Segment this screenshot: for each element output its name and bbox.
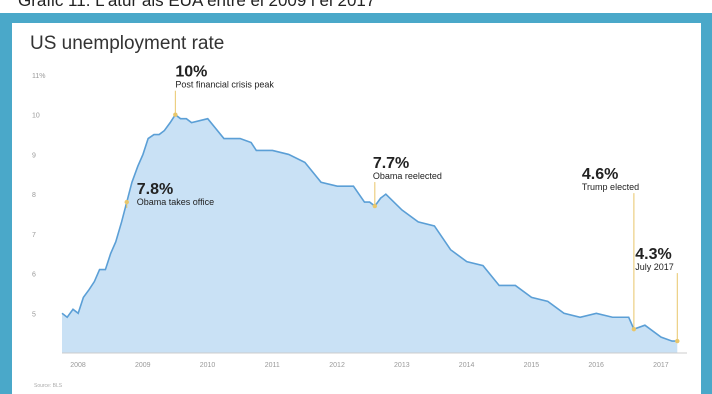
figure-caption: Gràfic 11. L'atur als EUA entre el 2009 … — [18, 0, 376, 10]
y-tick-label: 11% — [32, 73, 46, 80]
annotation-text: Obama takes office — [137, 197, 214, 207]
area-fill — [62, 114, 678, 353]
annotation-text: Obama reelected — [373, 171, 442, 181]
y-tick-label: 5 — [32, 311, 36, 318]
x-tick-label: 2012 — [329, 362, 345, 369]
annotation-value-label: 7.8% — [137, 181, 173, 198]
x-tick-label: 2011 — [265, 362, 280, 369]
annotation-value-label: 4.3% — [635, 246, 671, 263]
y-tick-label: 10 — [32, 113, 40, 120]
chart-source: Source: BLS — [34, 383, 63, 389]
annotation-text: July 2017 — [635, 262, 674, 272]
y-tick-label: 6 — [32, 272, 36, 279]
y-tick-label: 9 — [32, 152, 36, 159]
annotation-marker — [372, 203, 378, 209]
x-tick-label: 2008 — [70, 362, 86, 369]
series-line — [61, 113, 678, 342]
annotation-marker — [675, 338, 680, 344]
annotation-marker — [631, 326, 637, 332]
annotation-text: Post financial crisis peak — [175, 80, 274, 90]
chart-title: US unemployment rate — [30, 33, 225, 54]
x-tick-label: 2017 — [653, 362, 669, 369]
annotation-value-label: 4.6% — [582, 166, 618, 183]
annotation-marker — [173, 112, 178, 117]
y-tick-label: 7 — [32, 232, 36, 239]
x-tick-label: 2016 — [588, 362, 604, 369]
x-tick-label: 2015 — [524, 362, 540, 369]
x-tick-label: 2013 — [394, 362, 410, 369]
chart-panel: US unemployment rate Source: BLS 11% 10 9 8… — [12, 23, 701, 394]
annotation-value-label: 7.7% — [373, 155, 409, 172]
annotation-marker — [124, 199, 129, 205]
annotation-text: Trump elected — [582, 182, 639, 192]
x-tick-label: 2010 — [200, 362, 216, 369]
y-tick-label: 8 — [32, 192, 36, 199]
chart-svg: 11% 10 9 8 7 6 5 2008 2009 2010 2011 2012 2013 2014 20… — [32, 64, 687, 369]
x-tick-label: 2009 — [135, 362, 151, 369]
x-tick-label: 2014 — [459, 362, 475, 369]
annotation-value-label: 10% — [175, 64, 207, 81]
